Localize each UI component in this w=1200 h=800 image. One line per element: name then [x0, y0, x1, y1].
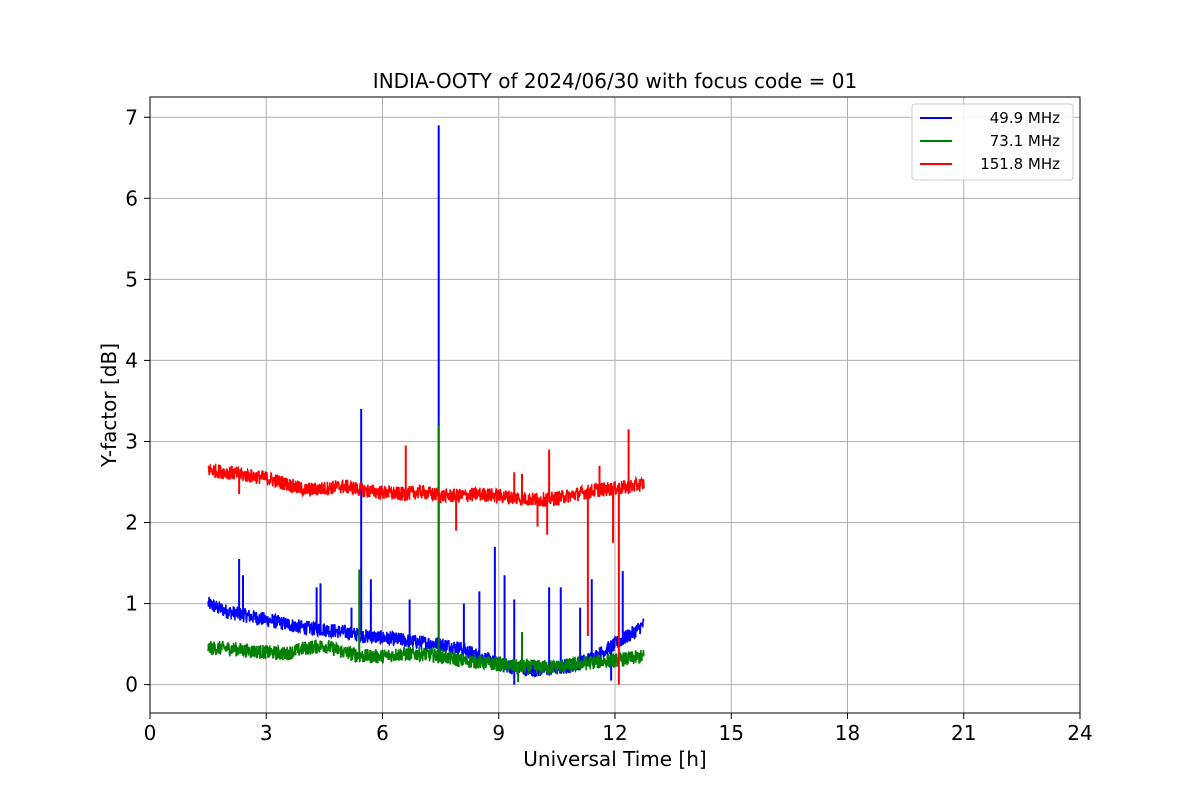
series-2: [207, 429, 645, 685]
series-1: [207, 425, 645, 683]
x-tick-label: 15: [719, 721, 744, 745]
legend-label: 73.1 MHz: [990, 132, 1060, 150]
x-axis-label: Universal Time [h]: [523, 747, 706, 771]
x-tick-label: 3: [260, 721, 273, 745]
series-line: [207, 639, 645, 676]
y-tick-label: 5: [125, 267, 138, 291]
x-tick-label: 12: [602, 721, 627, 745]
y-tick-label: 6: [125, 186, 138, 210]
legend-label: 151.8 MHz: [980, 155, 1060, 173]
x-tick-label: 21: [951, 721, 976, 745]
x-tick-label: 6: [376, 721, 389, 745]
legend-box: [911, 103, 1074, 181]
chart-title: INDIA-OOTY of 2024/06/30 with focus code…: [373, 69, 857, 93]
x-tick-label: 0: [144, 721, 157, 745]
series-line: [207, 463, 645, 507]
x-tick-label: 9: [492, 721, 505, 745]
series-layer: [207, 125, 645, 685]
y-axis-label: Y-factor [dB]: [97, 343, 121, 468]
x-tick-label: 24: [1067, 721, 1092, 745]
x-tick-label: 18: [835, 721, 860, 745]
series-0: [207, 125, 645, 685]
y-tick-label: 3: [125, 429, 138, 453]
y-tick-label: 1: [125, 592, 138, 616]
y-tick-label: 2: [125, 511, 138, 535]
y-tick-label: 0: [125, 673, 138, 697]
y-tick-label: 7: [125, 105, 138, 129]
legend-label: 49.9 MHz: [990, 109, 1060, 127]
y-tick-label: 4: [125, 348, 138, 372]
legend: 49.9 MHz 73.1 MHz 151.8 MHz: [911, 103, 1074, 181]
